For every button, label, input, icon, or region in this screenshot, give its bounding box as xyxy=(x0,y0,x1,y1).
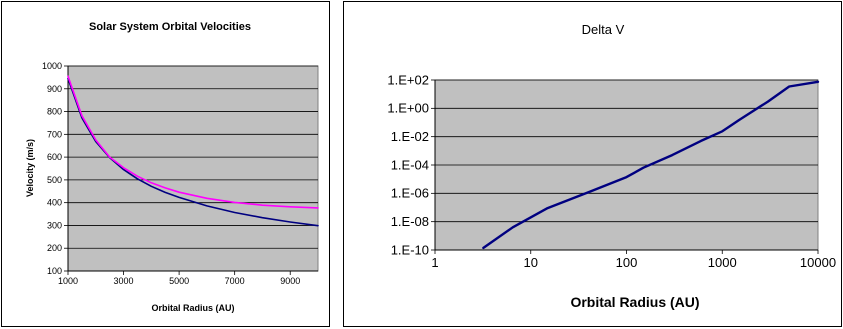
chart1-plot-background xyxy=(67,65,319,272)
chart2-title: Delta V xyxy=(582,22,625,37)
chart1-x-tick-label: 3000 xyxy=(114,276,134,286)
chart2-y-tick-label: 1.E-02 xyxy=(391,129,429,144)
chart2-x-tick-label: 1 xyxy=(431,255,438,270)
chart2-plot-area: 1.E-10 1.E-08 1.E-06 1.E-04 1.E-02 1.E+00 1.E+… xyxy=(387,72,836,270)
chart1-x-tick-label: 5000 xyxy=(169,276,189,286)
chart1-series-1-line xyxy=(67,77,319,227)
chart1-y-tick-label: 500 xyxy=(47,175,62,185)
chart1-series-2-line xyxy=(67,75,319,209)
chart2-y-tick-label: 1.E-06 xyxy=(391,186,429,201)
chart1-y-tick-label: 700 xyxy=(47,129,62,139)
chart1-y-tick-label: 100 xyxy=(47,266,62,276)
chart1-y-tick-label: 600 xyxy=(47,152,62,162)
chart1-y-axis-label: Velocity (m/s) xyxy=(25,139,35,197)
chart2-x-tick-label: 10 xyxy=(524,255,538,270)
chart1-x-axis-label: Orbital Radius (AU) xyxy=(151,303,234,313)
chart2-y-tick-label: 1.E+00 xyxy=(387,101,429,116)
chart2-y-tick-label: 1.E-08 xyxy=(391,214,429,229)
chart1-y-tick-label: 800 xyxy=(47,107,62,117)
chart2-x-tick-label: 10000 xyxy=(800,255,836,270)
chart2-y-tick-label: 1.E-04 xyxy=(391,157,429,172)
chart1-y-tick-label: 1000 xyxy=(42,61,62,71)
chart1-y-tick-label: 400 xyxy=(47,198,62,208)
chart1-x-tick-label: 1000 xyxy=(58,276,78,286)
chart1-y-tick-label: 900 xyxy=(47,84,62,94)
chart1-x-tick-label: 7000 xyxy=(225,276,245,286)
chart2-y-tick-label: 1.E-10 xyxy=(391,242,429,257)
chart1-y-tick-label: 200 xyxy=(47,243,62,253)
chart1-plot-area: 100 200 300 400 500 600 700 800 900 1000 1000 3000 5… xyxy=(42,61,319,286)
chart2-x-axis-label: Orbital Radius (AU) xyxy=(570,294,699,310)
chart2-y-tick-label: 1.E+02 xyxy=(387,72,429,87)
chart2-series-1-line xyxy=(482,80,820,250)
chart2-x-tick-label: 100 xyxy=(616,255,638,270)
chart1-title: Solar System Orbital Velocities xyxy=(89,21,251,33)
chart1-x-tick-label: 9000 xyxy=(280,276,300,286)
chart2-x-tick-label: 1000 xyxy=(708,255,737,270)
chart1-y-tick-label: 300 xyxy=(47,220,62,230)
